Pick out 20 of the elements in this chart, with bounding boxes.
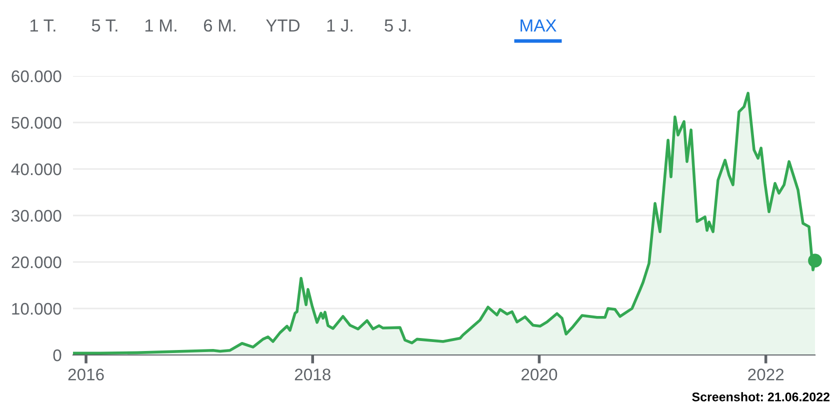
y-tick-label: 40.000 — [11, 163, 62, 176]
x-tick-label: 2022 — [748, 368, 784, 380]
y-tick-label: 30.000 — [12, 210, 62, 222]
text: 1 M. — [145, 20, 176, 32]
text: 5 J. — [384, 20, 410, 32]
text: 6 M. — [204, 19, 236, 32]
y-tick-label: 20.000 — [12, 256, 62, 268]
text: MAX — [520, 20, 556, 32]
y-tick-label: 10.000 — [12, 302, 62, 315]
text: YTD — [266, 20, 300, 32]
x-tick-label: 2018 — [294, 368, 330, 380]
y-tick-label: 50.000 — [12, 116, 62, 129]
text: 5 T. — [92, 20, 118, 32]
text: 1 J. — [327, 20, 352, 32]
x-tick-label: 2016 — [68, 368, 104, 380]
y-tick-label: 60.000 — [12, 70, 62, 82]
text: 1 T. — [30, 20, 56, 32]
text: Screenshot: 21.06.2022 — [692, 392, 830, 402]
x-tick-label: 2020 — [522, 368, 558, 380]
y-tick-label: 0 — [53, 349, 62, 362]
